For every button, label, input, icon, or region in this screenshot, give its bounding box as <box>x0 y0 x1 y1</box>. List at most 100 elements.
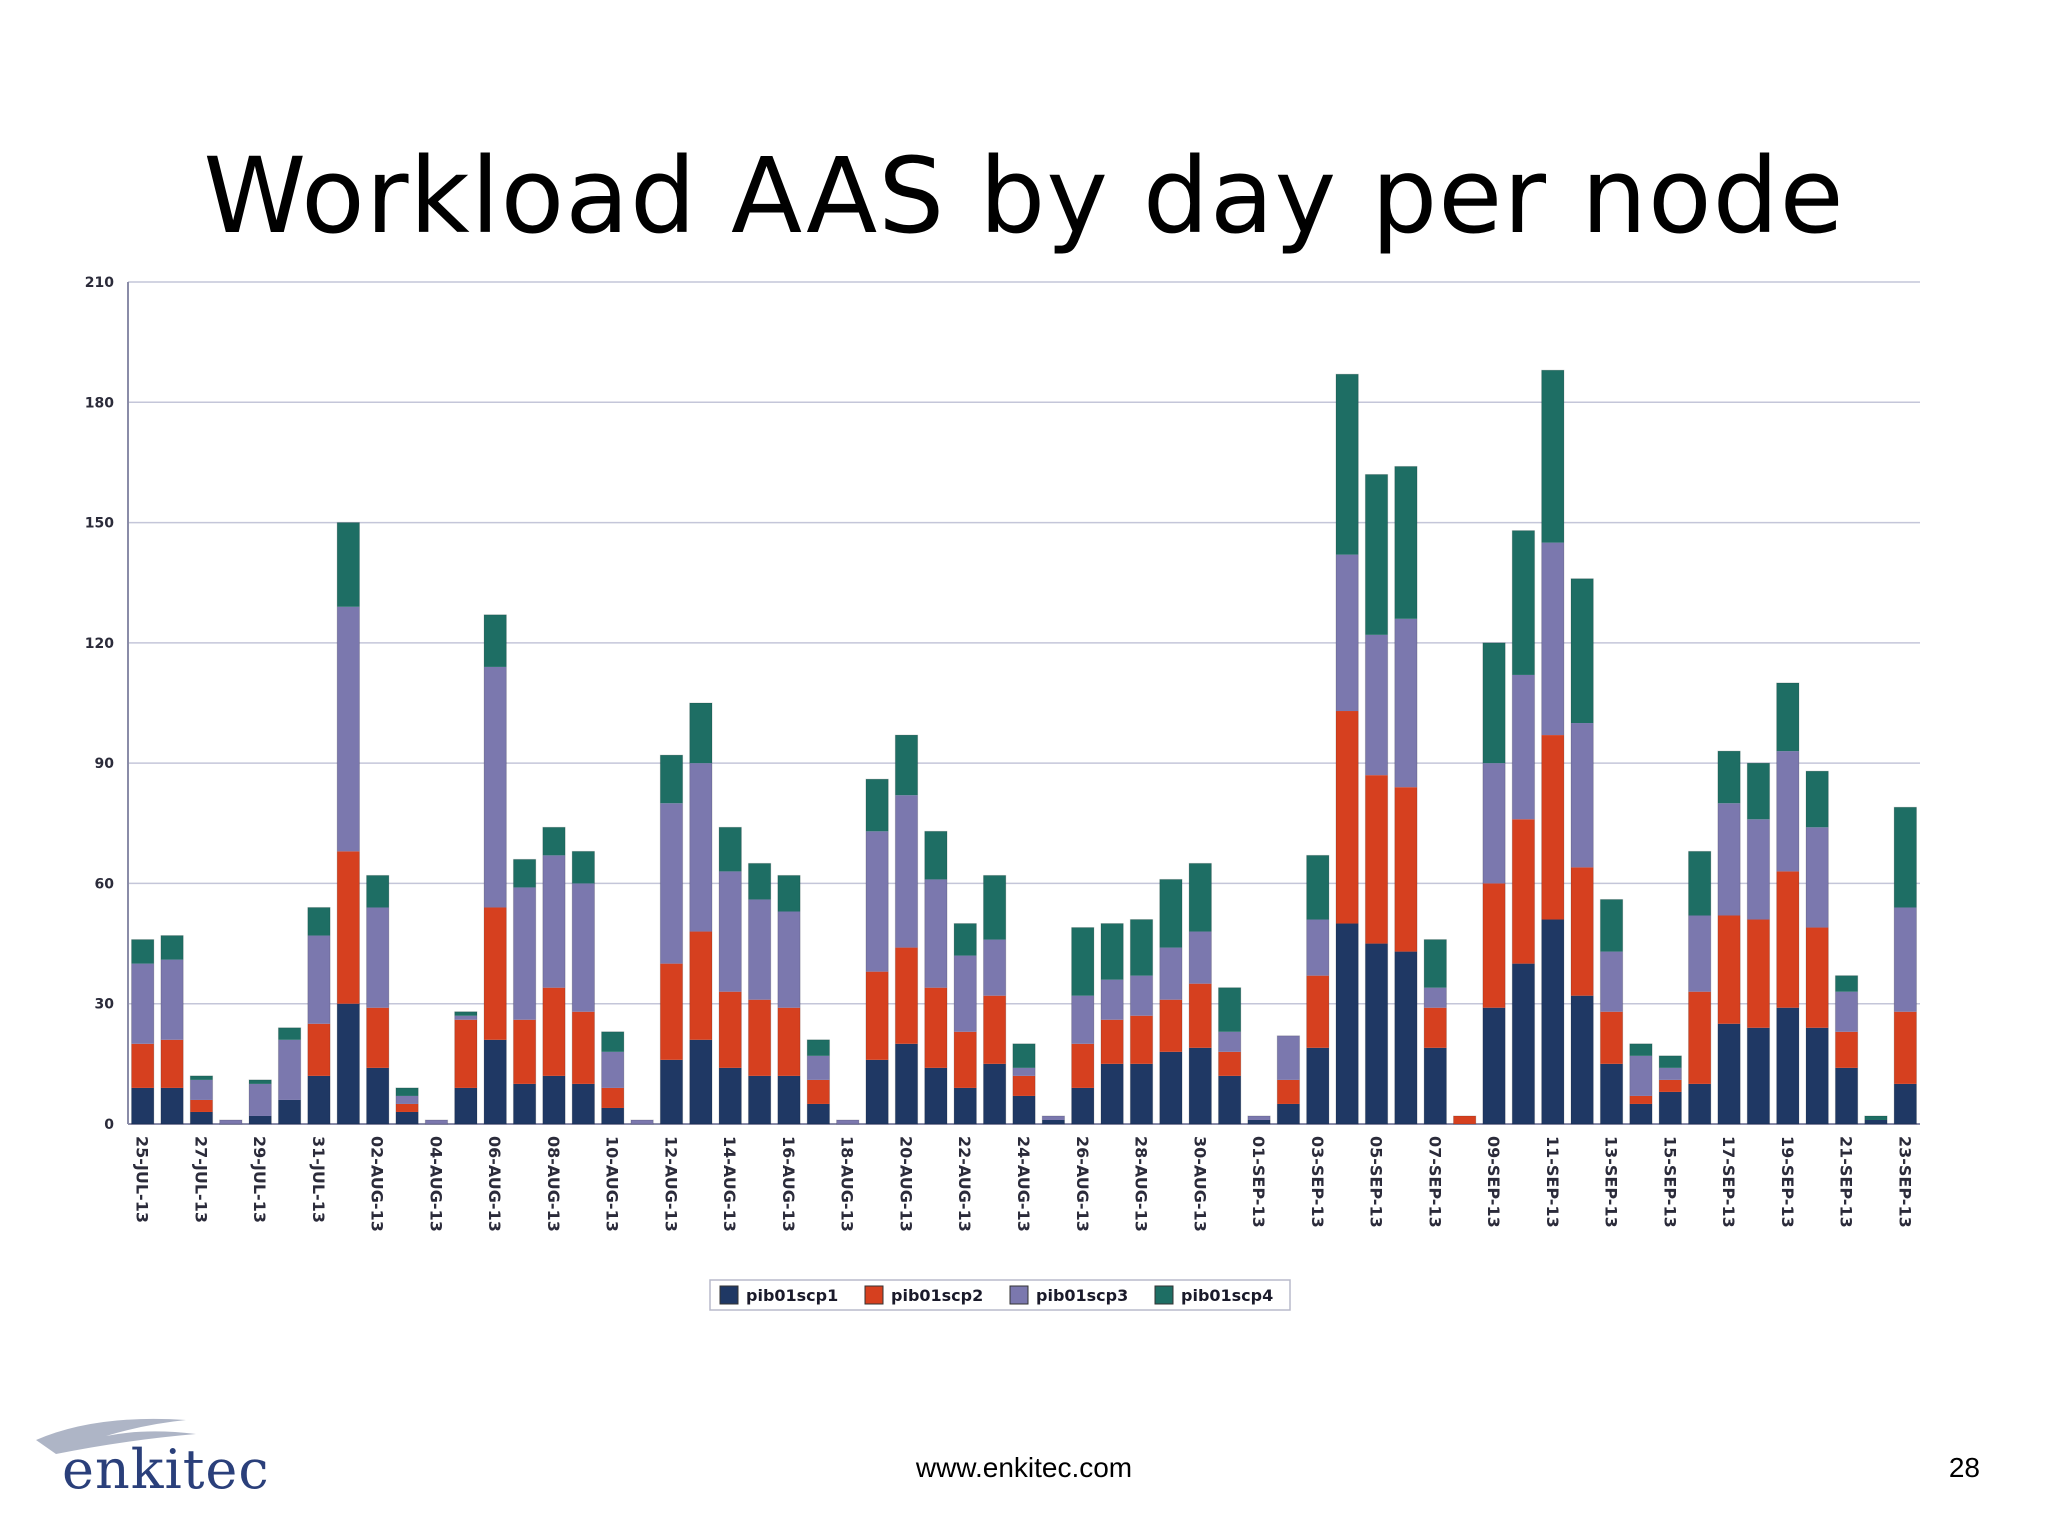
bar-segment-pib01scp2 <box>160 1039 184 1088</box>
bar-segment-pib01scp3 <box>1541 542 1564 736</box>
bar-segment-pib01scp1 <box>1835 1067 1858 1124</box>
bar-segment-pib01scp1 <box>454 1087 477 1124</box>
bar-segment-pib01scp3 <box>1806 827 1829 928</box>
bar-stack <box>1364 473 1389 1125</box>
bar-stack <box>219 1119 243 1125</box>
y-tick-label: 90 <box>95 756 115 772</box>
bar-segment-pib01scp1 <box>366 1067 389 1124</box>
bar-segment-pib01scp4 <box>1071 927 1094 996</box>
bar-segment-pib01scp1 <box>484 1039 507 1124</box>
bar-stack <box>366 874 390 1125</box>
bar-segment-pib01scp3 <box>337 606 360 852</box>
bar-outline <box>1100 923 1124 1125</box>
bar-segment-pib01scp2 <box>1894 1011 1917 1084</box>
bar-segment-pib01scp4 <box>865 779 889 832</box>
bar-outline <box>601 1031 625 1125</box>
x-tick-label: 08-AUG-13 <box>544 1136 563 1232</box>
bar-outline <box>1041 1115 1066 1125</box>
bar-segment-pib01scp2 <box>1218 1051 1241 1076</box>
bar-stack <box>189 1075 214 1125</box>
bar-segment-pib01scp1 <box>1306 1047 1329 1124</box>
bar-segment-pib01scp3 <box>807 1055 830 1080</box>
bar-stack <box>630 1119 654 1125</box>
bar-outline <box>1541 369 1565 1125</box>
bar-stack <box>1541 369 1565 1125</box>
bar-segment-pib01scp3 <box>660 803 683 964</box>
bar-segment-pib01scp1 <box>1247 1119 1271 1124</box>
bar-stack <box>512 858 537 1125</box>
bar-stack <box>718 826 742 1125</box>
bar-segment-pib01scp2 <box>601 1087 624 1108</box>
bar-segment-pib01scp4 <box>601 1031 624 1052</box>
bar-segment-pib01scp1 <box>1100 1063 1124 1124</box>
x-tick-label: 04-AUG-13 <box>426 1136 445 1232</box>
bar-segment-pib01scp4 <box>160 935 184 960</box>
bar-outline <box>395 1087 419 1125</box>
bar-segment-pib01scp4 <box>484 614 507 667</box>
bar-segment-pib01scp3 <box>1277 1035 1300 1080</box>
bar-segment-pib01scp4 <box>395 1087 419 1096</box>
bar-segment-pib01scp4 <box>337 522 360 607</box>
bar-outline <box>982 874 1007 1125</box>
bar-outline <box>953 923 977 1125</box>
bar-segment-pib01scp3 <box>1130 975 1153 1016</box>
bar-segment-pib01scp4 <box>572 851 595 884</box>
legend-swatch-pib01scp1 <box>719 1285 739 1305</box>
bar-segment-pib01scp3 <box>1012 1067 1036 1076</box>
bar-segment-pib01scp3 <box>983 939 1006 996</box>
bar-segment-pib01scp4 <box>807 1039 830 1056</box>
bar-segment-pib01scp3 <box>1306 919 1329 976</box>
bar-stack <box>1658 1055 1682 1125</box>
bar-stack <box>1482 642 1506 1125</box>
logo-swoosh-icon <box>36 1418 196 1454</box>
bar-stack <box>1394 465 1418 1125</box>
bar-segment-pib01scp2 <box>954 1031 977 1088</box>
bar-segment-pib01scp3 <box>190 1079 213 1100</box>
bar-segment-pib01scp1 <box>777 1075 801 1124</box>
bar-segment-pib01scp4 <box>1100 923 1124 980</box>
bar-outline <box>307 906 331 1125</box>
bar-segment-pib01scp2 <box>865 971 889 1060</box>
bar-segment-pib01scp4 <box>954 923 977 956</box>
bar-segment-pib01scp1 <box>895 1043 918 1124</box>
bar-segment-pib01scp4 <box>1159 879 1183 948</box>
bar-outline <box>659 754 684 1125</box>
bar-segment-pib01scp3 <box>1365 634 1388 776</box>
bar-segment-pib01scp2 <box>454 1019 477 1088</box>
bar-outline <box>1688 850 1712 1125</box>
bar-segment-pib01scp3 <box>513 887 536 1020</box>
bar-segment-pib01scp4 <box>249 1079 272 1084</box>
y-tick-label: 120 <box>85 636 114 652</box>
legend-label-pib01scp2: pib01scp2 <box>891 1286 983 1305</box>
bar-stack <box>659 754 684 1125</box>
bar-outline <box>630 1119 654 1125</box>
bar-segment-pib01scp3 <box>1776 751 1799 872</box>
y-axis-tick-labels: 0 30 60 90 120 150 180 210 <box>85 275 114 1133</box>
legend-swatch-pib01scp3 <box>1009 1285 1029 1305</box>
bar-segment-pib01scp2 <box>660 963 683 1060</box>
bar-outline <box>512 858 537 1125</box>
footer-url: www.enkitec.com <box>915 1452 1133 1483</box>
bar-outline <box>1364 473 1389 1125</box>
bar-segment-pib01scp4 <box>719 827 742 872</box>
bar-segment-pib01scp4 <box>1776 682 1799 752</box>
bar-segment-pib01scp1 <box>572 1083 595 1124</box>
bar-outline <box>571 850 596 1125</box>
bar-segment-pib01scp1 <box>1864 1119 1888 1124</box>
x-tick-label: 23-SEP-13 <box>1895 1136 1914 1228</box>
bar-outline <box>542 826 566 1125</box>
bar-outline <box>1599 898 1624 1125</box>
bar-segment-pib01scp1 <box>1717 1023 1741 1124</box>
bar-segment-pib01scp4 <box>542 827 566 856</box>
bar-outline <box>366 874 390 1125</box>
x-tick-label: 31-JUL-13 <box>309 1136 328 1223</box>
bar-stack <box>395 1087 419 1125</box>
bar-stack <box>131 939 155 1125</box>
x-tick-label: 09-SEP-13 <box>1484 1136 1503 1228</box>
bar-segment-pib01scp3 <box>1424 987 1447 1008</box>
bar-outline <box>1805 770 1829 1125</box>
bar-segment-pib01scp3 <box>160 959 184 1040</box>
bar-segment-pib01scp2 <box>983 995 1006 1064</box>
chart-gridlines <box>127 281 1920 1125</box>
legend-swatch-pib01scp4 <box>1154 1285 1174 1305</box>
